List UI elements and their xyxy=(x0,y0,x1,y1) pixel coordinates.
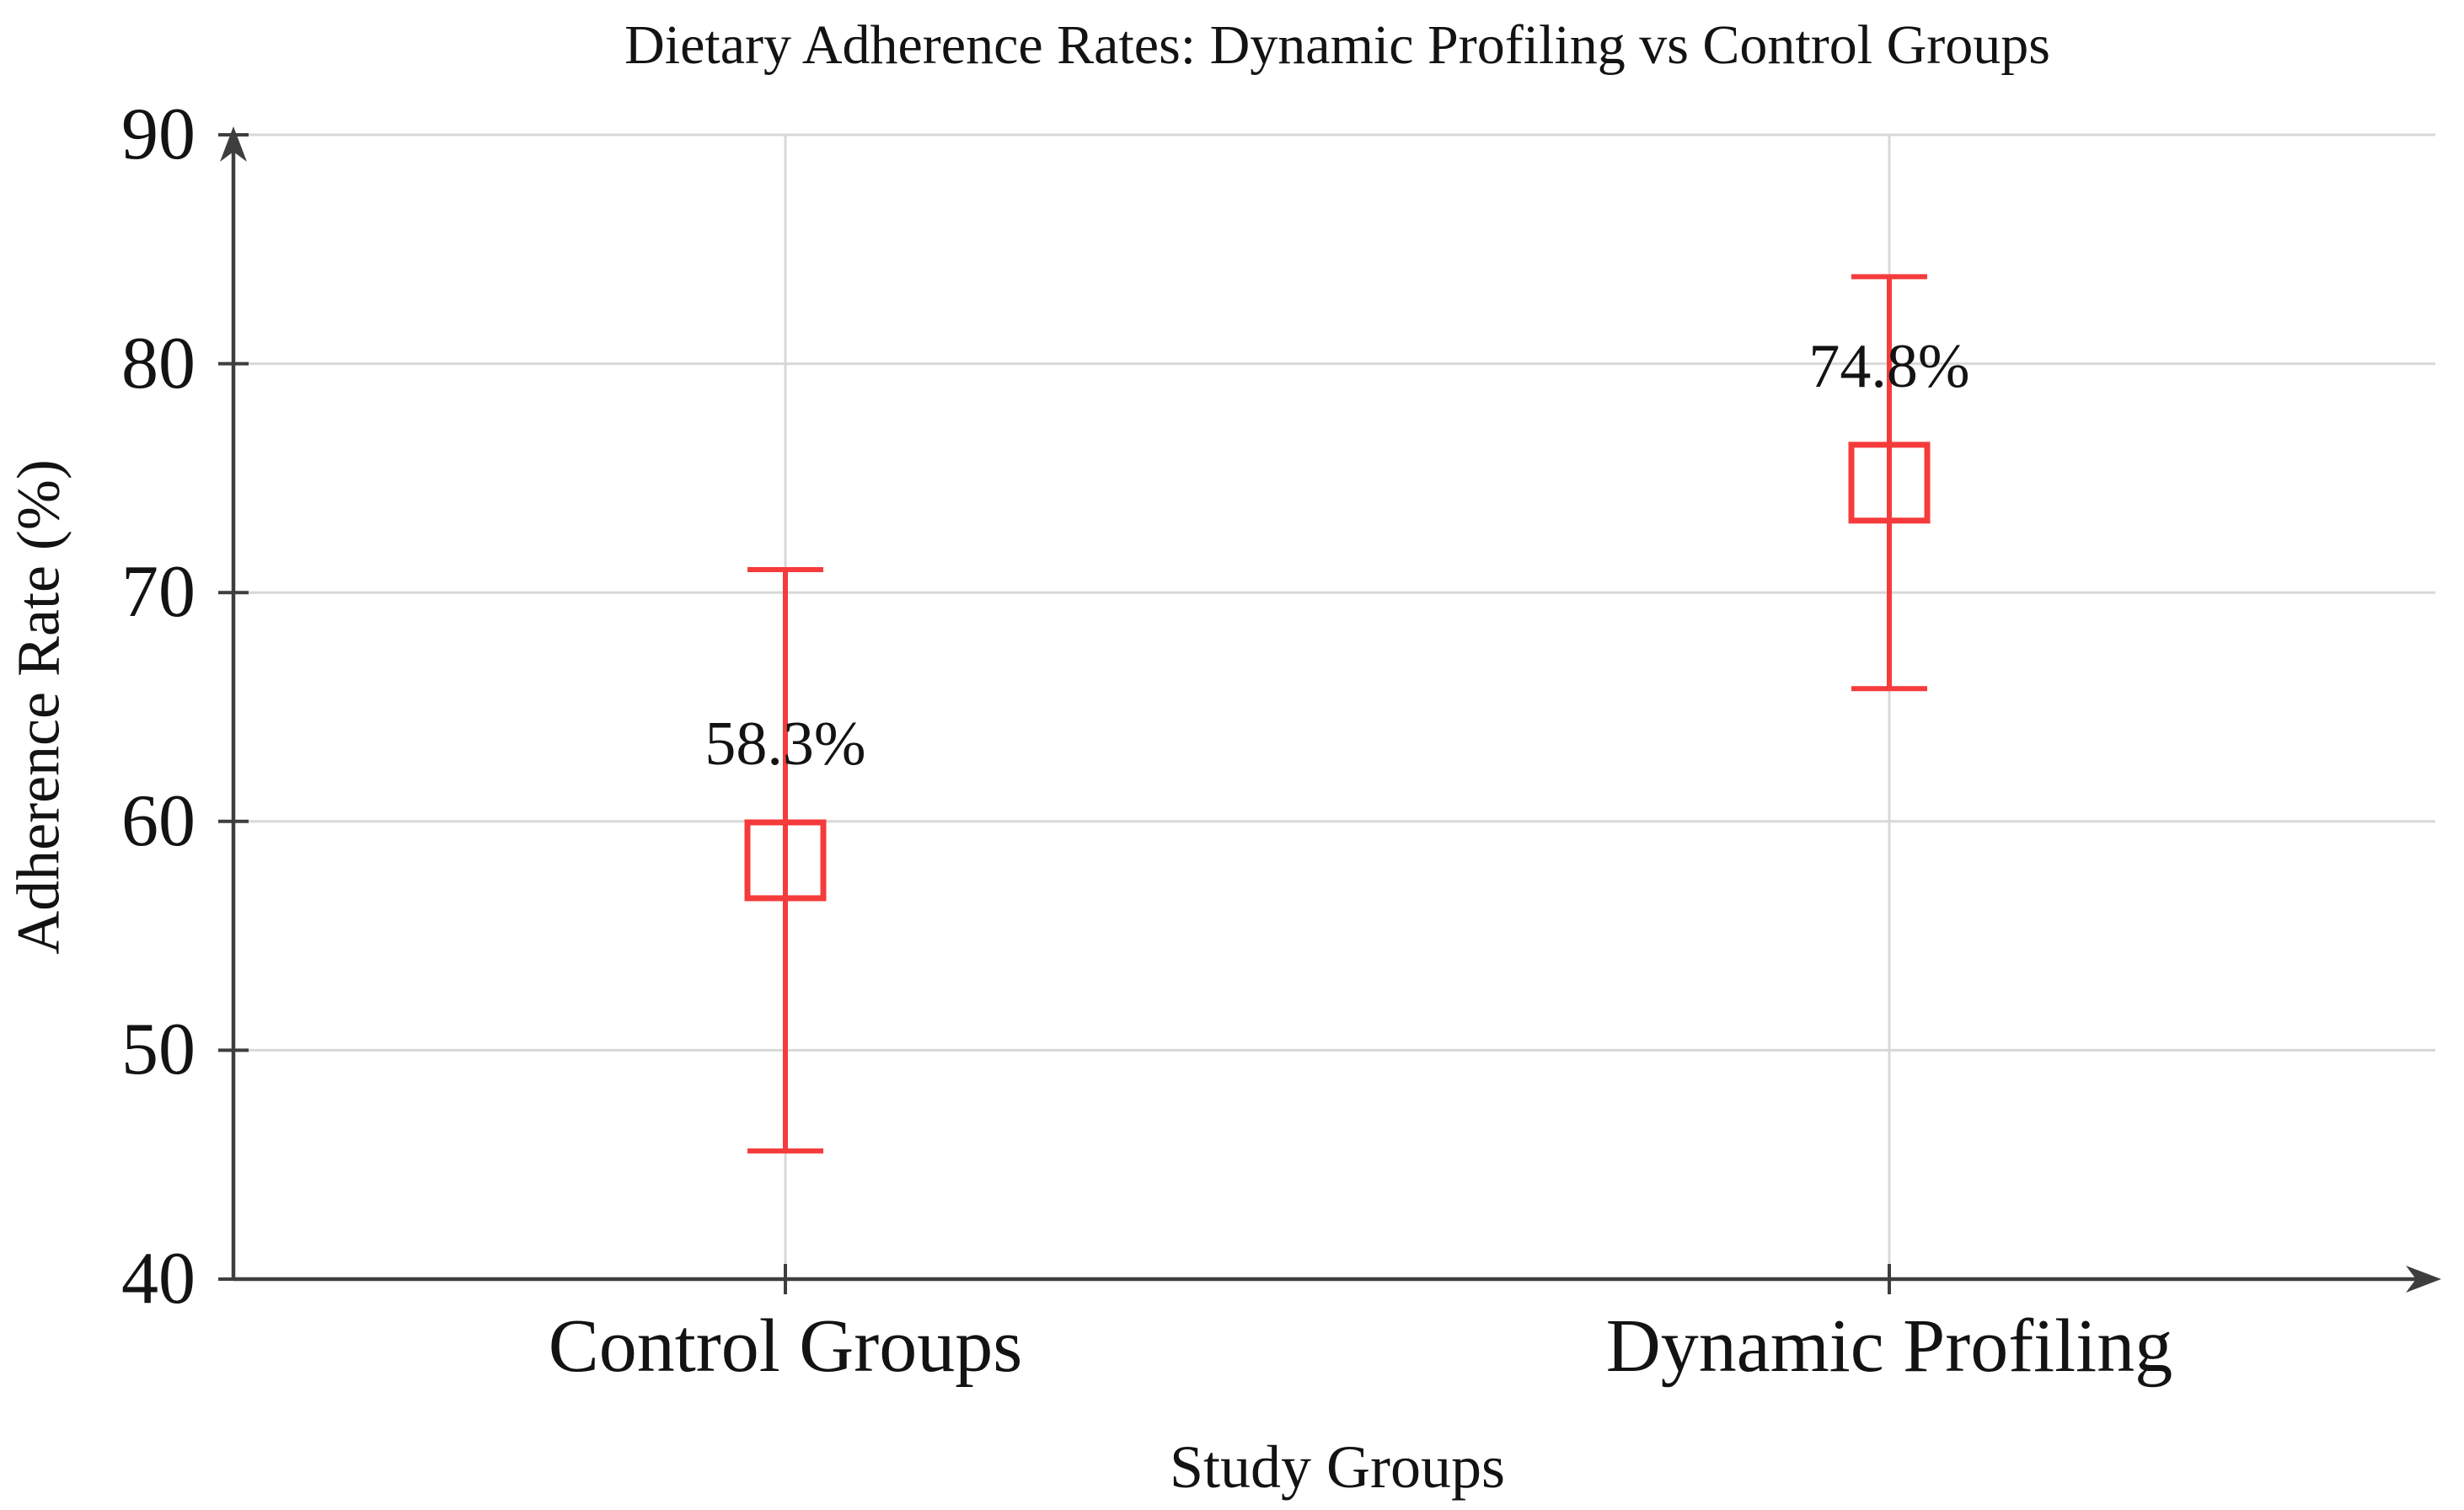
point-value-label: 74.8% xyxy=(1808,331,1970,401)
y-tick-label: 80 xyxy=(121,322,196,404)
y-axis-arrowhead xyxy=(220,126,247,162)
x-category-label: Dynamic Profiling xyxy=(1605,1304,2173,1388)
marker-square xyxy=(1848,442,1931,524)
y-tick-label: 90 xyxy=(121,94,196,175)
x-axis-title: Study Groups xyxy=(1169,1433,1506,1501)
y-tick-label: 40 xyxy=(121,1238,196,1320)
y-axis-title: Adherence Rate (%) xyxy=(4,459,72,955)
y-tick-label: 70 xyxy=(121,551,196,634)
x-category-label: Control Groups xyxy=(548,1304,1023,1388)
y-tick-label: 60 xyxy=(121,779,196,862)
chart-title: Dietary Adherence Rates: Dynamic Profili… xyxy=(624,14,2050,76)
marker-square xyxy=(744,819,827,902)
point-value-label: 58.3% xyxy=(704,709,866,779)
x-axis-arrowhead xyxy=(2406,1266,2441,1293)
y-tick-label: 50 xyxy=(121,1009,196,1091)
